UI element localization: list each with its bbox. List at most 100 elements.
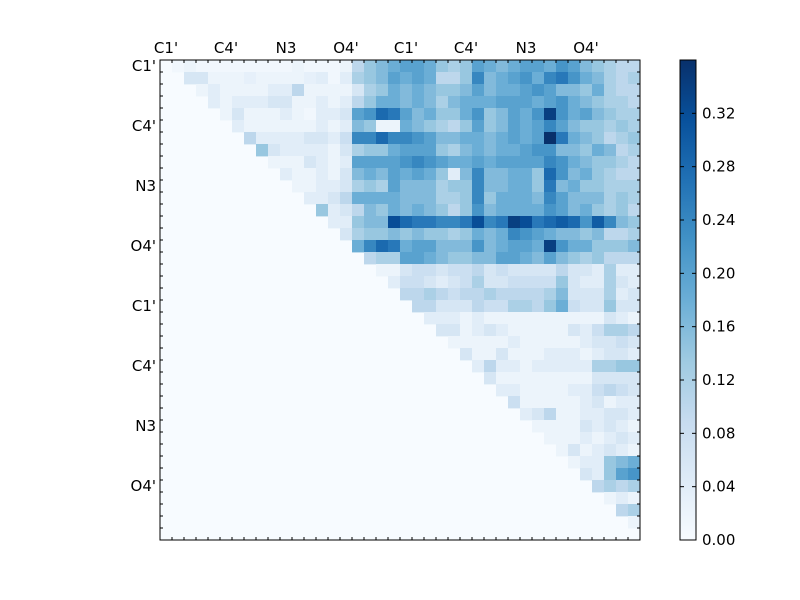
heatmap-cell (532, 384, 545, 397)
heatmap-cell (544, 384, 557, 397)
heatmap-cell (628, 516, 641, 529)
heatmap-cell (544, 360, 557, 373)
heatmap-cell (268, 120, 281, 133)
heatmap-cell (220, 60, 233, 73)
heatmap-cell (304, 120, 317, 133)
heatmap-cell (232, 108, 245, 121)
heatmap-cell (604, 228, 617, 241)
heatmap-cell (544, 168, 557, 181)
heatmap-cell (436, 120, 449, 133)
heatmap-cell (616, 432, 629, 445)
heatmap-cell (280, 84, 293, 97)
heatmap-cell (592, 276, 605, 289)
heatmap-cell (556, 228, 569, 241)
heatmap-cell (472, 204, 485, 217)
heatmap-cell (328, 204, 341, 217)
heatmap-cell (532, 132, 545, 145)
heatmap-cell (256, 96, 269, 109)
heatmap-cell (400, 108, 413, 121)
heatmap-cell (580, 444, 593, 457)
heatmap-cell (556, 204, 569, 217)
heatmap-cell (616, 312, 629, 325)
heatmap-cell (628, 492, 641, 505)
heatmap-cell (220, 84, 233, 97)
heatmap-cell (496, 348, 509, 361)
heatmap-cell (520, 348, 533, 361)
heatmap-cell (328, 72, 341, 85)
heatmap-cell (244, 132, 257, 145)
heatmap-cell (268, 96, 281, 109)
heatmap-cell (424, 180, 437, 193)
heatmap-cell (472, 156, 485, 169)
heatmap-cell (616, 228, 629, 241)
heatmap-cell (592, 156, 605, 169)
heatmap-cell (388, 144, 401, 157)
heatmap-cell (472, 120, 485, 133)
heatmap-cell (208, 60, 221, 73)
heatmap-cell (556, 396, 569, 409)
heatmap-cell (328, 168, 341, 181)
heatmap-cell (616, 300, 629, 313)
heatmap-cell (508, 84, 521, 97)
heatmap-cell (484, 144, 497, 157)
heatmap-cell (544, 396, 557, 409)
heatmap-cell (532, 192, 545, 205)
heatmap-cell (628, 168, 641, 181)
heatmap-cell (448, 156, 461, 169)
heatmap-cell (616, 396, 629, 409)
heatmap-cell (436, 144, 449, 157)
heatmap-cell (544, 144, 557, 157)
heatmap-cell (472, 324, 485, 337)
heatmap-cell (616, 216, 629, 229)
heatmap-cell (496, 132, 509, 145)
heatmap-cell (616, 192, 629, 205)
heatmap-cell (436, 192, 449, 205)
heatmap-cell (616, 180, 629, 193)
heatmap-cell (244, 72, 257, 85)
heatmap-cell (388, 120, 401, 133)
heatmap-cell (412, 192, 425, 205)
heatmap-cell (628, 120, 641, 133)
heatmap-cell (352, 144, 365, 157)
heatmap-cell (544, 336, 557, 349)
heatmap-cell (472, 132, 485, 145)
heatmap-cell (196, 84, 209, 97)
heatmap-cell (508, 144, 521, 157)
heatmap-cell (592, 72, 605, 85)
heatmap-cell (580, 192, 593, 205)
heatmap-cell (508, 216, 521, 229)
heatmap-cell (400, 60, 413, 73)
heatmap-cell (616, 252, 629, 265)
heatmap-cell (520, 240, 533, 253)
heatmap-cell (556, 384, 569, 397)
heatmap-cell (340, 204, 353, 217)
heatmap-cell (508, 348, 521, 361)
heatmap-cell (424, 132, 437, 145)
heatmap-cell (520, 324, 533, 337)
heatmap-cell (448, 312, 461, 325)
heatmap-cell (352, 168, 365, 181)
heatmap-cell (508, 180, 521, 193)
heatmap-cell (556, 72, 569, 85)
heatmap-cell (592, 300, 605, 313)
heatmap-cell (352, 120, 365, 133)
heatmap-cell (592, 288, 605, 301)
heatmap-cell (628, 108, 641, 121)
heatmap-cell (496, 168, 509, 181)
heatmap-cell (616, 456, 629, 469)
heatmap-cell (568, 288, 581, 301)
heatmap-cell (580, 420, 593, 433)
heatmap-cell (604, 240, 617, 253)
heatmap-cell (628, 264, 641, 277)
heatmap-cell (304, 108, 317, 121)
heatmap-cell (568, 324, 581, 337)
heatmap-cell (532, 420, 545, 433)
heatmap-cell (520, 120, 533, 133)
heatmap-cell (616, 204, 629, 217)
heatmap-cell (520, 168, 533, 181)
heatmap-cell (376, 96, 389, 109)
heatmap-cell (592, 60, 605, 73)
heatmap-cell (508, 264, 521, 277)
x-tick-label: O4' (333, 39, 358, 57)
heatmap-cell (448, 240, 461, 253)
